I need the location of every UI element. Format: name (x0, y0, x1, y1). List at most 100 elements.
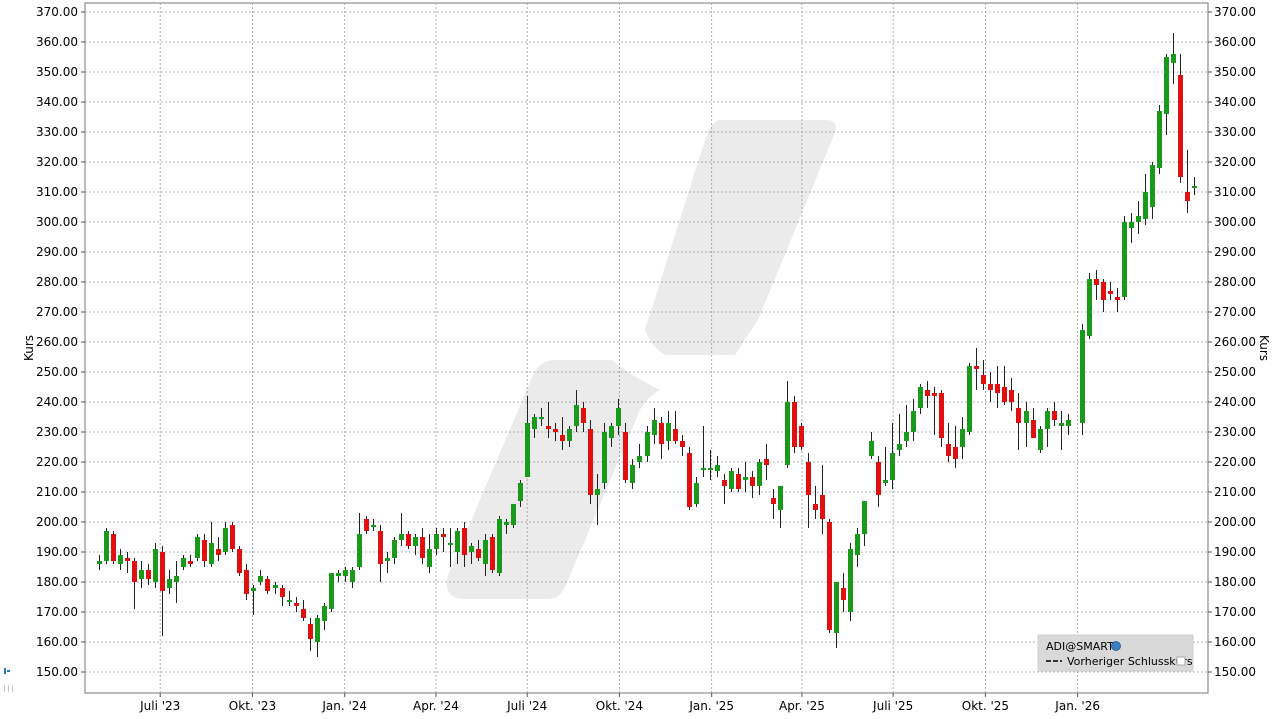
candle-body-down (974, 366, 979, 369)
candle-body-up (1024, 411, 1029, 423)
candle-body-down (132, 561, 137, 582)
candle-body-down (1031, 420, 1036, 438)
candle-body-up (715, 465, 720, 471)
candle (694, 477, 699, 507)
candle (350, 567, 355, 588)
candle-body-down (806, 462, 811, 495)
candle-body-up (890, 453, 895, 480)
candle (630, 459, 635, 489)
candle (574, 390, 579, 432)
candle-body-up (1164, 57, 1169, 114)
candle-body-up (455, 531, 460, 552)
y-tick-label-right: 210.00 (1214, 485, 1256, 499)
candle (666, 411, 671, 450)
candle (609, 423, 614, 447)
candle (813, 486, 818, 519)
candle-body-down (827, 522, 832, 630)
candle (343, 567, 348, 582)
y-tick-label-left: 160.00 (36, 635, 78, 649)
candle-body-up (322, 606, 327, 621)
candle-body-up (399, 534, 404, 540)
grid-lines (85, 3, 1208, 693)
legend-checkbox[interactable] (1176, 656, 1186, 666)
candle (469, 543, 474, 564)
candle-body-up (118, 555, 123, 564)
candle-body-down (623, 432, 628, 480)
candle (1052, 402, 1057, 426)
candle (960, 417, 965, 459)
candle-body-down (1185, 192, 1190, 201)
candle-body-down (876, 462, 881, 495)
candle-body-up (1157, 111, 1162, 168)
candle (251, 585, 256, 615)
candle-body-up (1171, 54, 1176, 63)
candle-body-down (722, 480, 727, 486)
candle (883, 447, 888, 486)
candle-body-up (483, 540, 488, 564)
candle (799, 423, 804, 450)
candle-body-down (280, 588, 285, 597)
y-tick-label-left: 340.00 (36, 95, 78, 109)
y-tick-label-right: 150.00 (1214, 665, 1256, 679)
candle-body-up (904, 432, 909, 441)
candle-body-up (602, 432, 607, 483)
candle-body-down (244, 570, 249, 594)
candle (1115, 288, 1120, 312)
candle-body-down (237, 549, 242, 573)
y-tick-label-left: 260.00 (36, 335, 78, 349)
candle (118, 549, 123, 570)
candle-body-down (308, 624, 313, 639)
candle-body-up (883, 480, 888, 483)
candle (946, 423, 951, 462)
candle-body-down (294, 603, 299, 606)
candle (371, 519, 376, 531)
candle-body-up (1122, 222, 1127, 297)
candle (715, 456, 720, 477)
candle (188, 555, 193, 567)
candle-body-down (792, 402, 797, 447)
candle (406, 531, 411, 549)
corner-icon (4, 668, 13, 692)
candle (202, 534, 207, 567)
candle (981, 360, 986, 390)
candle (280, 585, 285, 606)
candle-body-up (743, 477, 748, 480)
candle (301, 600, 306, 621)
candle (1002, 366, 1007, 405)
candle-body-up (350, 570, 355, 582)
globe-icon[interactable] (1111, 641, 1121, 651)
candle (308, 618, 313, 651)
candle (490, 534, 495, 573)
candle (1157, 105, 1162, 174)
candle-body-up (1087, 279, 1092, 336)
candle-body-up (609, 426, 614, 438)
candle (258, 570, 263, 585)
candle (357, 513, 362, 570)
y-tick-label-right: 330.00 (1214, 125, 1256, 139)
candle (771, 489, 776, 519)
x-tick-label: Jan. '26 (1054, 699, 1100, 713)
candle (181, 555, 186, 570)
candle-body-up (167, 579, 172, 588)
candle (532, 414, 537, 438)
candle (687, 447, 692, 510)
candle (855, 528, 860, 567)
candle-body-up (785, 402, 790, 465)
candle-body-down (125, 558, 130, 561)
x-tick-label: Jan. '24 (321, 699, 367, 713)
candle (511, 504, 516, 528)
y-tick-label-right: 220.00 (1214, 455, 1256, 469)
candle-body-down (1009, 390, 1014, 402)
candle (750, 471, 755, 498)
candle-body-down (1016, 408, 1021, 423)
candle (413, 534, 418, 555)
candle (1178, 54, 1183, 183)
candle-body-down (462, 528, 467, 555)
candle (1164, 54, 1169, 135)
x-tick-label: Apr. '25 (779, 699, 825, 713)
candle (1038, 426, 1043, 453)
x-tick-label: Juli '25 (872, 699, 913, 713)
candle (104, 528, 109, 564)
candle-body-up (1080, 330, 1085, 423)
candle (637, 444, 642, 468)
